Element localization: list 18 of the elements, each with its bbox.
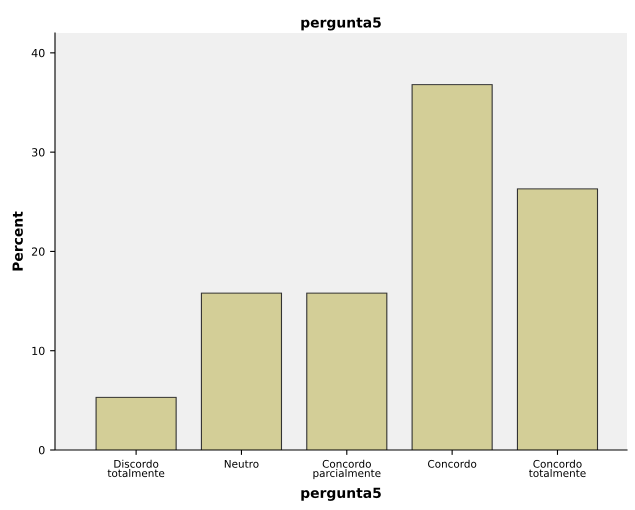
x-tick-label: Concordo totalmente — [529, 460, 586, 478]
y-tick-label: 10 — [32, 346, 45, 356]
chart-title: pergunta5 — [301, 17, 381, 30]
x-tick-label: Neutro — [224, 460, 259, 468]
y-tick-label: 30 — [32, 148, 45, 157]
x-tick-label: Concordo — [428, 460, 476, 468]
x-axis-title: pergunta5 — [301, 488, 381, 501]
y-tick-label: 0 — [38, 446, 45, 454]
bar — [306, 292, 388, 450]
x-tick-label: Concordo parcialmente — [313, 460, 381, 480]
y-tick-label: 40 — [32, 48, 45, 58]
y-tick-label: 20 — [32, 247, 45, 256]
bar — [412, 84, 493, 450]
bar — [516, 188, 598, 450]
y-axis-title: Percent — [12, 212, 23, 271]
bar — [96, 396, 177, 450]
x-tick-label: Discordo totalmente — [108, 460, 164, 478]
bar — [200, 292, 282, 450]
